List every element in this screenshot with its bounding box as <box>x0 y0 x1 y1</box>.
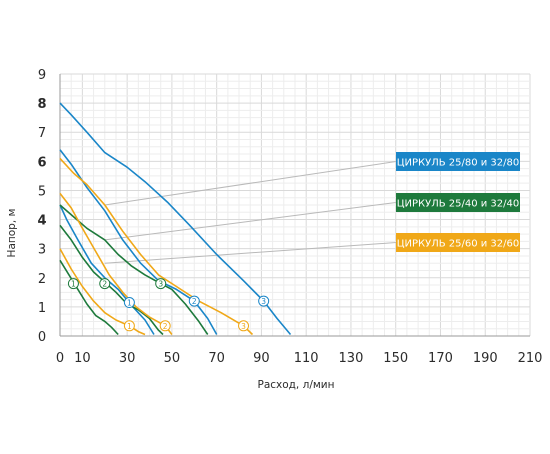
curve-marker-label: 1 <box>127 299 132 308</box>
curve-marker <box>123 297 135 309</box>
y-tick-label: 7 <box>38 126 46 141</box>
series-curve <box>59 248 146 336</box>
curve-marker-label: 3 <box>241 322 246 331</box>
y-tick-label: 6 <box>37 155 46 170</box>
curve-marker-label: 3 <box>158 280 163 289</box>
x-tick-label: 30 <box>119 351 136 366</box>
x-tick-label: 10 <box>74 351 91 366</box>
legend: ЦИРКУЛЬ 25/80 и 32/80 ЦИРКУЛЬ 25/40 и 32/… <box>396 152 520 252</box>
legend-label: ЦИРКУЛЬ 25/40 и 32/40 <box>397 199 520 210</box>
series-curve <box>59 259 119 336</box>
y-tick-label: 8 <box>37 97 46 112</box>
legend-connector <box>104 202 397 241</box>
curve-marker-label: 2 <box>192 297 197 306</box>
x-tick-label: 70 <box>208 351 225 366</box>
y-axis-label: Напор, м <box>6 209 18 258</box>
x-tick-label: 50 <box>164 351 181 366</box>
curve-marker <box>155 278 167 290</box>
x-tick-label: 90 <box>253 351 270 366</box>
x-tick-label: 0 <box>56 351 64 366</box>
legend-label: ЦИРКУЛЬ 25/60 и 32/60 <box>397 239 520 250</box>
curve-marker <box>258 295 270 307</box>
curve-marker-label: 3 <box>261 297 266 306</box>
curve-marker <box>99 278 111 290</box>
curve-marker-label: 2 <box>163 322 168 331</box>
x-tick-label: 190 <box>473 351 498 366</box>
series-curve <box>59 204 209 335</box>
x-tick-label: 170 <box>428 351 453 366</box>
curve-marker <box>159 320 171 332</box>
curve-marker-label: 2 <box>102 280 107 289</box>
curve-marker <box>238 320 250 332</box>
grid-layer <box>59 73 531 337</box>
y-tick-label: 2 <box>38 272 46 287</box>
series-curve <box>59 204 155 335</box>
curve-marker <box>188 295 200 307</box>
curve-marker <box>123 320 135 332</box>
y-tick-label: 0 <box>38 330 46 345</box>
x-tick-label: 150 <box>383 351 408 366</box>
legend-box <box>396 193 520 212</box>
series-curve <box>59 224 164 336</box>
legend-connector <box>104 161 397 206</box>
y-tick-label: 4 <box>37 214 46 229</box>
x-tick-label: 110 <box>294 351 319 366</box>
series-layer <box>59 102 292 336</box>
legend-box <box>396 152 520 171</box>
legend-connector <box>104 242 397 264</box>
legend-connectors <box>104 161 397 264</box>
y-tick-label: 5 <box>38 184 46 199</box>
series-curve <box>59 192 173 335</box>
curve-marker <box>67 278 79 290</box>
curve-markers: 1 2 3 1 2 3 1 2 3 <box>67 278 270 332</box>
y-tick-label: 9 <box>38 68 46 83</box>
x-tick-label: 130 <box>339 351 364 366</box>
x-tick-label: 210 <box>518 351 543 366</box>
y-tick-label: 1 <box>38 301 46 316</box>
y-tick-label: 3 <box>38 243 46 258</box>
curve-marker-label: 1 <box>127 322 132 331</box>
legend-label: ЦИРКУЛЬ 25/80 и 32/80 <box>397 158 520 169</box>
legend-box <box>396 233 520 252</box>
x-axis-label: Расход, л/мин <box>258 379 335 391</box>
series-curve <box>59 157 254 336</box>
curve-marker-label: 1 <box>71 280 76 289</box>
